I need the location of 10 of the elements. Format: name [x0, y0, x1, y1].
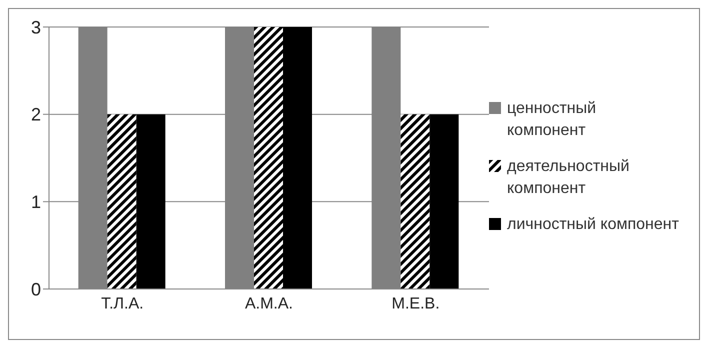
legend-label: ценностный компонент — [507, 99, 598, 141]
y-tick-label: 1 — [30, 192, 41, 212]
y-tick-label: 0 — [30, 279, 41, 300]
y-tick-label: 3 — [30, 17, 41, 38]
y-tick-label: 2 — [30, 104, 41, 125]
x-tick-label: Т.Л.А. — [101, 295, 144, 312]
x-tick-label: М.Е.В. — [392, 295, 440, 312]
legend-label: деятельностный компонент — [507, 157, 630, 199]
x-tick-label: А.М.А. — [244, 295, 294, 312]
legend-label: личностный компонент — [507, 215, 679, 235]
